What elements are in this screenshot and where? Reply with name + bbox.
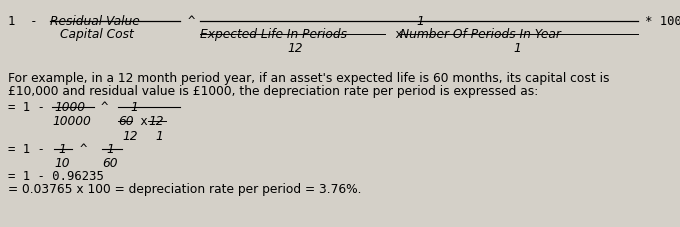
Text: For example, in a 12 month period year, if an asset's expected life is 60 months: For example, in a 12 month period year, … [8, 72, 609, 85]
Text: 1000: 1000 [54, 101, 85, 114]
Text: x: x [133, 114, 155, 127]
Text: = 1 - 0.96235: = 1 - 0.96235 [8, 169, 104, 182]
Text: ^: ^ [101, 101, 108, 114]
Text: £10,000 and residual value is £1000, the depreciation rate per period is express: £10,000 and residual value is £1000, the… [8, 85, 539, 98]
Text: 12: 12 [122, 129, 137, 142]
Text: 60: 60 [102, 156, 118, 169]
Text: 12: 12 [287, 42, 303, 55]
Text: 10000: 10000 [52, 114, 90, 127]
Text: 1  -: 1 - [8, 15, 45, 28]
Text: ^: ^ [80, 142, 87, 155]
Text: = 1 -: = 1 - [8, 101, 52, 114]
Text: Residual Value: Residual Value [50, 15, 140, 28]
Text: = 1 -: = 1 - [8, 142, 52, 155]
Text: x: x [388, 28, 410, 41]
Text: 1: 1 [155, 129, 163, 142]
Text: ^: ^ [188, 15, 195, 28]
Text: * 100: * 100 [645, 15, 680, 28]
Text: 1: 1 [513, 42, 521, 55]
Text: 1: 1 [58, 142, 66, 155]
Text: Capital Cost: Capital Cost [60, 28, 134, 41]
Text: Expected Life In Periods: Expected Life In Periods [200, 28, 347, 41]
Text: 1: 1 [106, 142, 114, 155]
Text: Number Of Periods In Year: Number Of Periods In Year [400, 28, 561, 41]
Text: 60: 60 [118, 114, 133, 127]
Text: = 0.03765 x 100 = depreciation rate per period = 3.76%.: = 0.03765 x 100 = depreciation rate per … [8, 182, 362, 195]
Text: 1: 1 [130, 101, 138, 114]
Text: 10: 10 [54, 156, 69, 169]
Text: 1: 1 [416, 15, 424, 28]
Text: 12: 12 [148, 114, 163, 127]
